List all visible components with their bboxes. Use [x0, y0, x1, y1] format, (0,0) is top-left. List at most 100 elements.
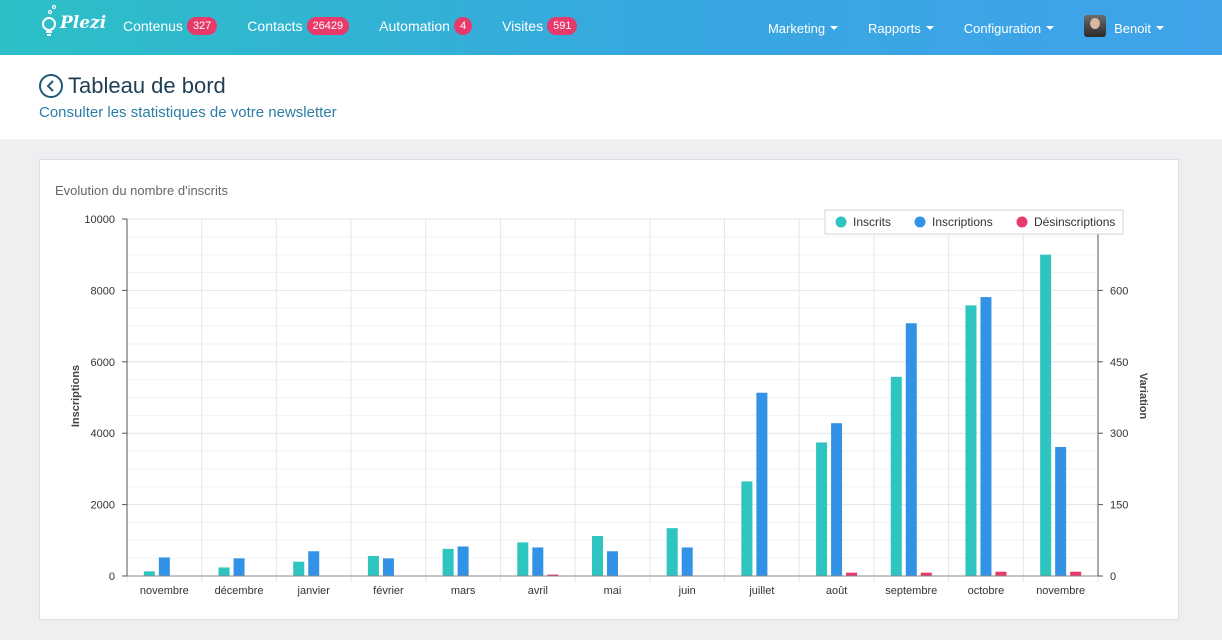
- top-navbar: Plezi Contenus 327 Contacts 26429 Automa…: [0, 0, 1222, 55]
- bar-inscrits[interactable]: [1040, 254, 1052, 576]
- y-tick-label: 0: [109, 571, 115, 583]
- y-right-tick-label: 300: [1110, 428, 1128, 440]
- bar-inscriptions[interactable]: [158, 557, 170, 576]
- bar-desinscriptions[interactable]: [1070, 571, 1082, 576]
- x-tick-label: juin: [678, 585, 696, 597]
- y-right-tick-label: 0: [1110, 571, 1116, 583]
- menu-label: Configuration: [963, 20, 1042, 36]
- x-tick-label: mai: [604, 585, 622, 597]
- nav-label: Contenus: [123, 18, 183, 34]
- bar-inscriptions[interactable]: [233, 558, 245, 576]
- bar-inscriptions[interactable]: [308, 551, 320, 576]
- menu-label: Rapports: [868, 20, 921, 36]
- caret-down-icon: [925, 26, 934, 30]
- logo-text: Plezi: [60, 13, 107, 33]
- plezi-logo[interactable]: Plezi: [40, 4, 110, 44]
- bar-inscrits[interactable]: [293, 561, 305, 576]
- bar-inscrits[interactable]: [890, 376, 902, 576]
- user-name: Benoit: [1114, 20, 1151, 36]
- bar-inscriptions[interactable]: [681, 547, 693, 576]
- bar-inscrits[interactable]: [517, 542, 529, 576]
- right-nav: Marketing Rapports Configuration Benoit: [738, 15, 1164, 37]
- x-tick-label: septembre: [885, 585, 937, 597]
- bar-inscrits[interactable]: [741, 481, 753, 576]
- nav-visites[interactable]: Visites 591: [502, 17, 578, 35]
- main-nav: Contenus 327 Contacts 26429 Automation 4…: [123, 17, 607, 35]
- chart-legend: Inscrits Inscriptions Désinscriptions: [824, 209, 1124, 235]
- caret-down-icon: [1156, 26, 1164, 30]
- count-badge: 591: [547, 17, 578, 35]
- bar-inscriptions[interactable]: [831, 423, 843, 576]
- caret-down-icon: [830, 26, 839, 30]
- bar-inscriptions[interactable]: [457, 546, 469, 576]
- x-tick-label: mars: [451, 585, 476, 597]
- nav-label: Contacts: [247, 18, 303, 34]
- bar-inscrits[interactable]: [592, 536, 603, 576]
- x-tick-label: février: [373, 585, 404, 597]
- x-tick-label: août: [826, 585, 847, 597]
- count-badge: 327: [186, 17, 218, 35]
- x-tick-label: octobre: [968, 585, 1005, 597]
- x-tick-label: juillet: [748, 585, 774, 597]
- rapports-menu[interactable]: Rapports: [868, 21, 934, 36]
- legend-swatch-desinscriptions: [1016, 216, 1028, 228]
- y-tick-label: 10000: [84, 214, 115, 226]
- count-badge: 26429: [306, 17, 350, 35]
- lightbulb-icon: [42, 4, 57, 36]
- legend-swatch-inscrits: [835, 216, 847, 228]
- bar-desinscriptions[interactable]: [547, 574, 559, 576]
- chevron-left-icon: [46, 80, 54, 92]
- bar-inscrits[interactable]: [965, 305, 977, 576]
- menu-label: Marketing: [767, 20, 826, 36]
- bar-inscrits[interactable]: [816, 442, 828, 576]
- nav-contacts[interactable]: Contacts 26429: [247, 17, 350, 35]
- y-tick-label: 4000: [91, 428, 115, 440]
- avatar: [1084, 15, 1107, 37]
- bar-desinscriptions[interactable]: [920, 572, 932, 576]
- bar-inscrits[interactable]: [218, 567, 230, 576]
- bar-inscriptions[interactable]: [532, 547, 544, 576]
- bar-desinscriptions[interactable]: [846, 572, 858, 576]
- user-menu[interactable]: Benoit: [1084, 15, 1164, 37]
- page-subtitle: Consulter les statistiques de votre news…: [39, 104, 337, 121]
- bar-inscrits[interactable]: [666, 528, 678, 576]
- bar-inscriptions[interactable]: [905, 323, 917, 576]
- chart-card: Evolution du nombre d'inscrits Inscripti…: [39, 159, 1179, 620]
- bar-inscriptions[interactable]: [980, 297, 992, 576]
- caret-down-icon: [1046, 26, 1055, 30]
- y-tick-label: 2000: [91, 500, 115, 512]
- page-header: Tableau de bord Consulter les statistiqu…: [0, 55, 1222, 139]
- bar-inscriptions[interactable]: [1055, 447, 1067, 576]
- legend-swatch-inscriptions: [914, 216, 926, 228]
- y-axis-label: Inscriptions: [70, 365, 82, 427]
- bar-inscriptions[interactable]: [756, 392, 768, 576]
- y-tick-label: 6000: [91, 357, 115, 369]
- x-tick-label: novembre: [1036, 585, 1085, 597]
- y-right-tick-label: 150: [1110, 500, 1128, 512]
- nav-label: Automation: [379, 18, 450, 34]
- bar-desinscriptions[interactable]: [995, 571, 1007, 576]
- legend-label: Inscrits: [853, 215, 891, 229]
- page-title: Tableau de bord: [68, 73, 226, 98]
- configuration-menu[interactable]: Configuration: [963, 20, 1055, 36]
- legend-label: Inscriptions: [932, 215, 993, 229]
- chart-title: Evolution du nombre d'inscrits: [55, 183, 229, 198]
- bar-inscrits[interactable]: [143, 571, 155, 576]
- bar-inscrits[interactable]: [442, 548, 454, 576]
- back-button[interactable]: [39, 74, 63, 98]
- x-tick-label: décembre: [215, 585, 264, 597]
- count-badge: 4: [453, 17, 473, 35]
- x-tick-label: novembre: [140, 585, 189, 597]
- legend-label: Désinscriptions: [1034, 215, 1115, 229]
- x-tick-label: avril: [528, 585, 548, 597]
- nav-automation[interactable]: Automation 4: [379, 17, 473, 35]
- x-tick-label: janvier: [297, 585, 331, 597]
- marketing-menu[interactable]: Marketing: [767, 20, 839, 36]
- y-right-tick-label: 450: [1110, 357, 1128, 369]
- bar-inscriptions[interactable]: [607, 551, 618, 576]
- y-tick-label: 8000: [91, 285, 115, 297]
- nav-contenus[interactable]: Contenus 327: [123, 17, 218, 35]
- y-right-tick-label: 600: [1110, 285, 1128, 297]
- bar-inscrits[interactable]: [367, 556, 379, 576]
- bar-inscriptions[interactable]: [382, 558, 394, 576]
